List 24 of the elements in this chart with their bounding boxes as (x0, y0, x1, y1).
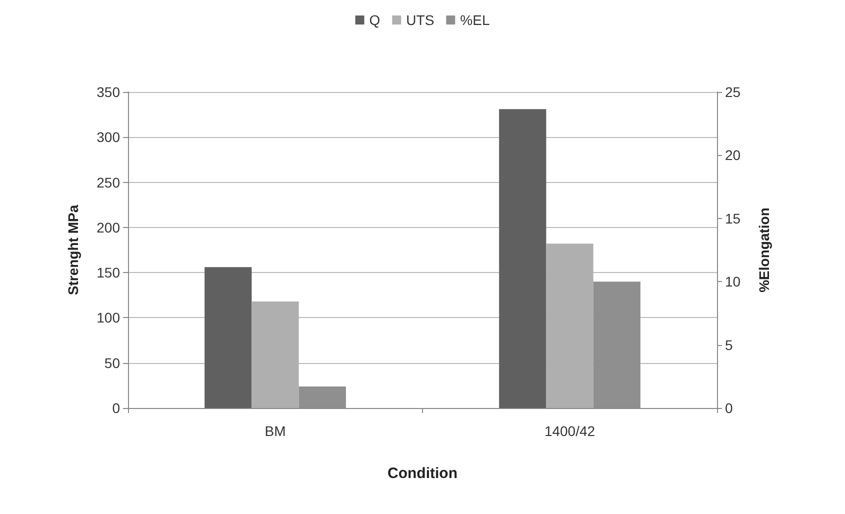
y2-tick-label: 0 (725, 400, 733, 416)
y2-tick-label: 20 (725, 147, 741, 164)
y-tick-label: 200 (96, 219, 120, 236)
y-tick-label: 250 (96, 174, 120, 190)
bar (499, 109, 546, 408)
bar (204, 267, 252, 408)
y-tick-label: 350 (96, 84, 120, 100)
y-tick-label: 150 (96, 264, 120, 281)
y2-tick-label: 25 (725, 84, 741, 100)
legend-label: %EL (460, 12, 490, 28)
y-tick-label: 0 (112, 400, 120, 416)
y2-tick-label: 10 (725, 274, 741, 290)
y-tick-label: 50 (104, 354, 120, 371)
legend-label: Q (369, 12, 380, 28)
y-axis-title: Strenght MPa (65, 204, 81, 296)
y-tick-label: 300 (96, 129, 120, 146)
x-tick-label: BM (264, 423, 286, 439)
y2-axis-title: %Elongation (756, 208, 772, 292)
legend-label: UTS (406, 12, 434, 28)
y2-tick-label: 15 (725, 210, 741, 226)
y2-tick-label: 5 (725, 336, 733, 353)
x-tick-label: 1400/42 (544, 423, 596, 439)
x-axis-title: Condition (388, 465, 458, 482)
y-tick-label: 100 (96, 310, 120, 326)
